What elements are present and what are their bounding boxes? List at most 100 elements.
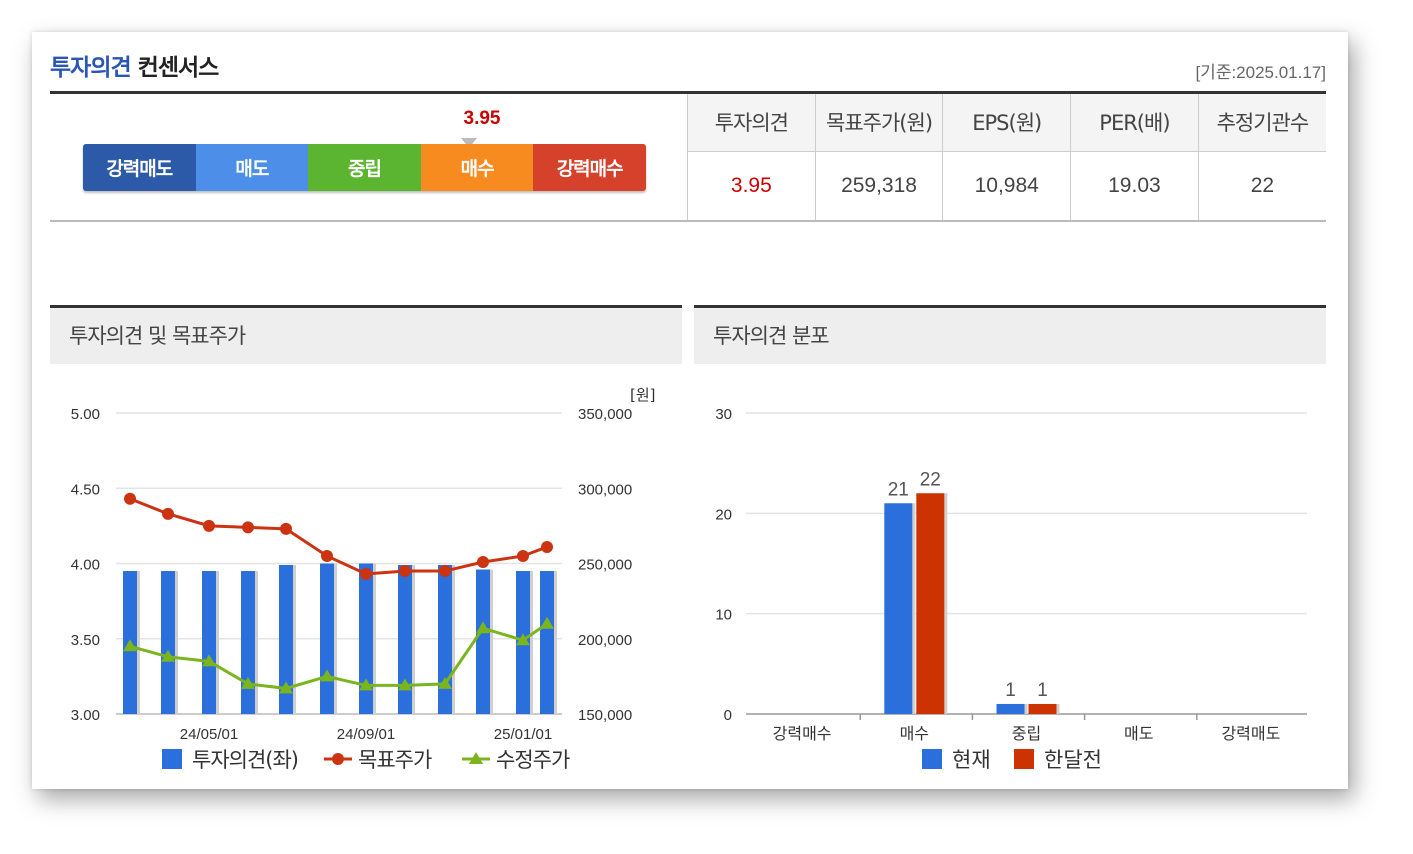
stats-institutions-value: 22 [1197,151,1326,220]
y-tick-label: 30 [715,406,732,423]
legend-swatch-adjusted-point [469,752,483,764]
scale-buy: 매수 [420,144,534,191]
target-price-point [541,540,553,553]
target-price-point [399,565,411,578]
opinion-scale: 강력매도 매도 중립 매수 강력매수 [83,144,646,191]
title-highlight: 투자의견 [50,55,132,81]
section-title: 투자의견 컨센서스 [50,48,220,82]
adjusted-price-point [398,678,412,691]
x-category-label: 매도 [1124,724,1153,743]
stats-per-value: 19.03 [1070,151,1199,220]
adjusted-price-point [202,654,216,667]
legend-swatch-opinion [162,749,182,769]
legend-label: 한달전 [1044,748,1102,772]
stats-value-row: 3.95 259,318 10,984 19.03 22 [687,151,1326,220]
stats-opinion-value: 3.95 [687,151,816,220]
legend-label: 현재 [952,748,991,772]
adjusted-price-point [123,639,137,652]
legend-swatch [1014,749,1034,769]
adjusted-price-line [129,622,548,690]
x-category-label: 매수 [900,724,929,743]
scale-strong-sell: 강력매도 [83,144,196,191]
y-tick-label: 20 [715,506,732,523]
stats-header: EPS(원) [942,94,1071,152]
opinion-marker-value: 3.95 [463,108,501,129]
adjusted-price-point [320,669,334,682]
y-left-tick-label: 3.50 [71,632,100,649]
stats-header: 투자의견 [687,94,816,152]
y-right-tick-label: 150,000 [578,707,632,724]
data-label: 1 [1037,680,1048,701]
adjusted-price-point [161,649,175,662]
opinion-bar [161,571,175,714]
stats-header: PER(배) [1070,94,1199,152]
legend-swatch-target-point [332,753,344,765]
adjusted-price-point [516,633,530,646]
opinion-bar [476,569,490,714]
target-price-point [203,519,215,532]
target-price-point [477,555,489,568]
y-tick-label: 10 [715,607,732,624]
adjusted-price-point [438,676,452,689]
opinion-marker-icon [461,138,477,148]
adjusted-price-point [359,678,373,691]
data-label: 1 [1005,680,1016,701]
adjusted-price-point [476,621,490,634]
data-label: 22 [920,469,941,490]
right-panel-title: 투자의견 분포 [694,305,1326,364]
stats-header: 추정기관수 [1197,94,1326,152]
adjusted-price-point [241,676,255,689]
target-price-point [517,549,529,562]
title-rest: 컨센서스 [137,55,220,81]
legend-swatch [922,749,942,769]
y-left-tick-label: 3.00 [71,707,100,724]
opinion-bar [202,571,216,714]
adjusted-price-point [540,616,554,629]
opinion-bar [359,563,373,714]
scale-neutral: 중립 [308,144,421,191]
y-right-tick-label: 250,000 [578,557,632,574]
legend-label: 목표주가 [358,748,432,772]
opinion-bar [279,565,293,714]
target-price-point [124,492,136,505]
month-ago-bar [1028,703,1057,714]
target-price-point [321,549,333,562]
opinion-target-chart: 5.00 4.50 4.00 3.50 3.00 350,000 300,000 250,00… [71,386,656,772]
stats-header-row: 투자의견 목표주가(원) EPS(원) PER(배) 추정기관수 [687,94,1326,152]
target-price-point [439,565,451,578]
x-tick-label: 24/09/01 [337,726,395,743]
left-panel-title: 투자의견 및 목표주가 [50,305,682,364]
legend-label: 수정주가 [496,748,570,772]
stats-target-price-value: 259,318 [814,151,943,220]
target-price-point [162,507,174,520]
x-tick-label: 25/01/01 [494,726,552,743]
opinion-bar [398,565,412,714]
x-category-label: 강력매수 [773,724,832,743]
target-price-line [129,497,548,576]
target-price-point [360,568,372,581]
opinion-bar [540,571,554,714]
base-date: [기준:2025.01.17] [1195,63,1326,82]
scale-strong-buy: 강력매수 [533,144,646,191]
x-category-label: 중립 [1012,724,1041,743]
x-category-label: 강력매도 [1221,724,1280,743]
stats-eps-value: 10,984 [942,151,1071,220]
target-price-point [242,521,254,534]
y-left-tick-label: 5.00 [71,406,100,423]
y-left-tick-label: 4.00 [71,557,100,574]
adjusted-price-point [279,681,293,694]
divider-bottom [50,220,1326,222]
x-tick-label: 24/05/01 [180,726,238,743]
y-right-unit-label: [원] [630,386,656,404]
y-right-tick-label: 300,000 [578,481,632,498]
scale-sell: 매도 [195,144,309,191]
divider-top [50,91,1326,94]
stats-header: 목표주가(원) [814,94,943,152]
y-right-tick-label: 350,000 [578,406,632,423]
y-left-tick-label: 4.50 [71,481,100,498]
current-bar [996,703,1025,714]
consensus-stats-table: 투자의견 목표주가(원) EPS(원) PER(배) 추정기관수 3.95 25… [687,94,1326,220]
month-ago-bar [916,493,945,714]
data-label: 21 [888,479,909,500]
